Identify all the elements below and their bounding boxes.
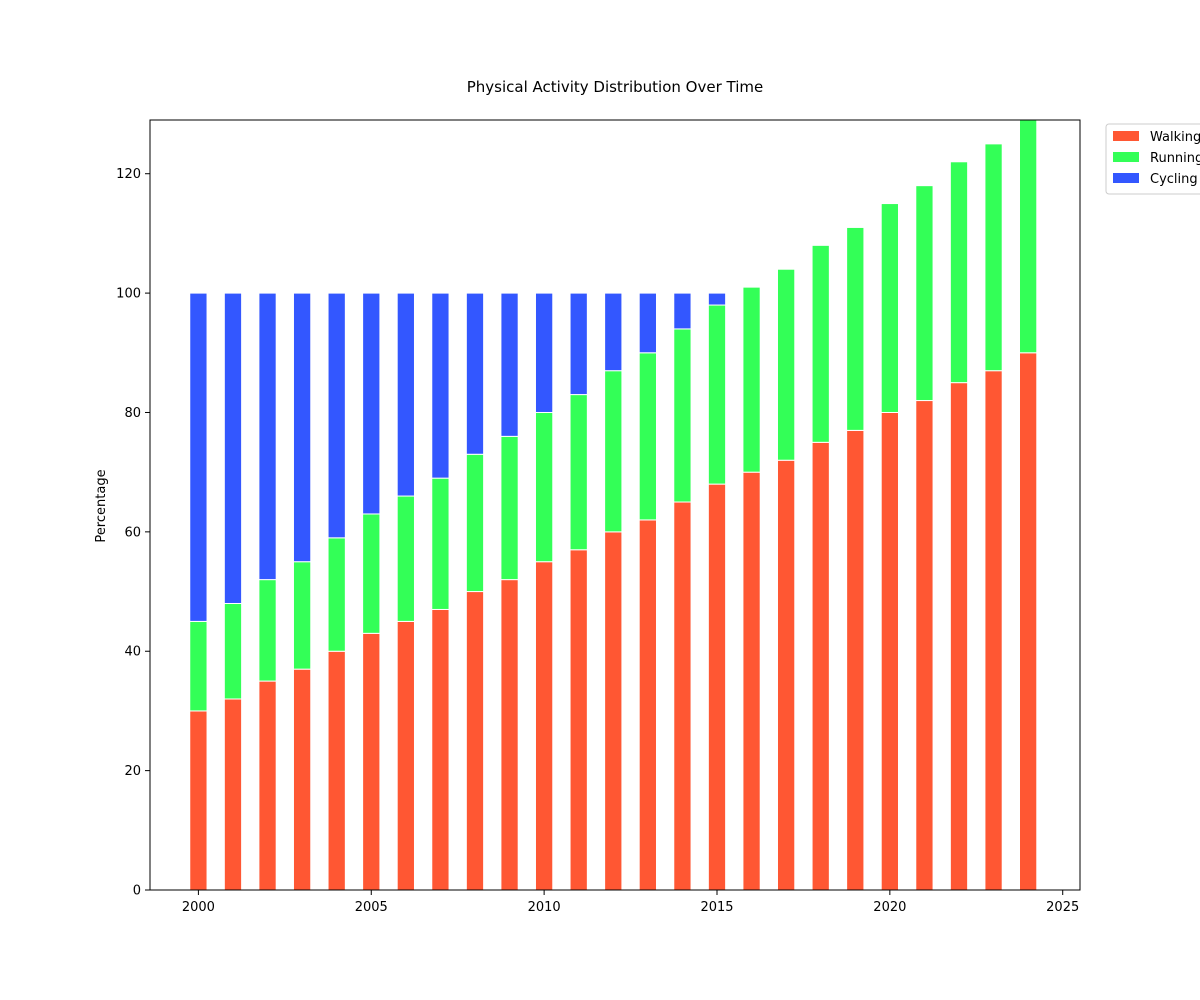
- legend-label-running: Running: [1150, 151, 1200, 166]
- bar-running-2012: [604, 370, 623, 533]
- bar-walking-2024: [1018, 352, 1038, 890]
- bar-running-2016: [742, 286, 761, 473]
- x-tick-label-2020: 2020: [873, 900, 906, 915]
- bar-running-2018: [811, 244, 830, 443]
- bar-walking-2002: [258, 680, 277, 890]
- y-tick-label-60: 60: [124, 525, 141, 540]
- bar-cycling-2000: [189, 292, 208, 622]
- bar-walking-2019: [846, 429, 865, 890]
- x-tick-label-2005: 2005: [355, 900, 388, 915]
- bar-cycling-2008: [465, 292, 485, 455]
- bars-layer: [189, 120, 1038, 890]
- legend-label-cycling: Cycling: [1150, 172, 1198, 187]
- y-axis-label: Percentage: [94, 469, 109, 542]
- bar-cycling-2007: [431, 292, 450, 479]
- bar-walking-2007: [431, 608, 450, 890]
- bar-walking-2008: [465, 591, 485, 890]
- bar-running-2003: [292, 561, 312, 670]
- bar-walking-2000: [189, 710, 208, 890]
- bar-cycling-2006: [396, 292, 415, 497]
- bar-running-2017: [776, 268, 796, 461]
- bar-cycling-2012: [604, 292, 623, 372]
- bar-running-2015: [707, 304, 727, 485]
- bar-walking-2011: [569, 549, 588, 890]
- chart-title: Physical Activity Distribution Over Time: [467, 78, 763, 96]
- bar-running-2005: [362, 513, 381, 634]
- x-tick-label-2000: 2000: [182, 900, 215, 915]
- y-tick-label-40: 40: [124, 645, 141, 660]
- x-tick-label-2025: 2025: [1046, 900, 1079, 915]
- bar-running-2023: [984, 143, 1003, 372]
- bar-cycling-2010: [534, 292, 554, 413]
- x-tick-label-2015: 2015: [700, 900, 733, 915]
- bar-walking-2021: [915, 400, 934, 890]
- y-tick-label-120: 120: [116, 167, 141, 182]
- bar-cycling-2002: [258, 292, 277, 581]
- y-tick-label-100: 100: [116, 287, 141, 302]
- bar-running-2004: [327, 537, 346, 652]
- bar-cycling-2011: [569, 292, 588, 396]
- y-tick-label-80: 80: [124, 406, 141, 421]
- legend-swatch-walking: [1113, 131, 1139, 141]
- bar-cycling-2009: [500, 292, 519, 437]
- bar-cycling-2001: [223, 292, 243, 604]
- bar-cycling-2003: [292, 292, 312, 563]
- axes-layer: 2000 2005 2010 2015 2020 2025 0 20 40 60 80 100 120: [116, 119, 1081, 915]
- bar-running-2022: [949, 161, 969, 384]
- bar-walking-2003: [292, 668, 312, 890]
- bar-running-2020: [880, 203, 899, 413]
- bar-running-2021: [915, 185, 934, 402]
- bar-running-2013: [638, 352, 657, 521]
- bar-cycling-2004: [327, 292, 346, 539]
- bar-running-2007: [431, 477, 450, 610]
- legend-swatch-running: [1113, 152, 1139, 162]
- bar-walking-2016: [742, 471, 761, 890]
- bar-cycling-2014: [673, 292, 692, 330]
- bar-walking-2012: [604, 531, 623, 890]
- bar-cycling-2015: [707, 292, 727, 306]
- bar-running-2008: [465, 453, 485, 593]
- y-tick-label-0: 0: [133, 884, 141, 899]
- bar-walking-2017: [776, 459, 796, 890]
- bar-walking-2009: [500, 579, 519, 890]
- x-tick-label-2010: 2010: [528, 900, 561, 915]
- bar-running-2010: [534, 411, 554, 563]
- bar-running-2009: [500, 435, 519, 581]
- bar-running-2019: [846, 226, 865, 431]
- bar-running-2000: [189, 620, 208, 712]
- bar-walking-2005: [362, 632, 381, 890]
- bar-running-2001: [223, 602, 243, 700]
- bar-walking-2004: [327, 650, 346, 890]
- plot-frame: [149, 119, 1081, 891]
- bar-walking-2006: [396, 620, 415, 890]
- legend: Walking Running Cycling: [1105, 123, 1200, 195]
- bar-running-2014: [673, 328, 692, 503]
- bar-running-2006: [396, 495, 415, 622]
- bar-walking-2014: [673, 501, 692, 890]
- bar-walking-2013: [638, 519, 657, 890]
- legend-label-walking: Walking: [1150, 130, 1200, 145]
- bar-walking-2018: [811, 441, 830, 890]
- bar-walking-2020: [880, 411, 899, 890]
- bar-walking-2023: [984, 370, 1003, 890]
- bar-walking-2015: [707, 483, 727, 890]
- y-tick-label-20: 20: [124, 764, 141, 779]
- bar-running-2024: [1018, 120, 1038, 354]
- bar-running-2002: [258, 579, 277, 682]
- legend-swatch-cycling: [1113, 173, 1139, 183]
- bar-running-2011: [569, 394, 588, 551]
- bar-walking-2010: [534, 561, 554, 890]
- bar-walking-2001: [223, 698, 243, 890]
- bar-cycling-2005: [362, 292, 381, 515]
- bar-cycling-2013: [638, 292, 657, 354]
- bar-walking-2022: [949, 382, 969, 890]
